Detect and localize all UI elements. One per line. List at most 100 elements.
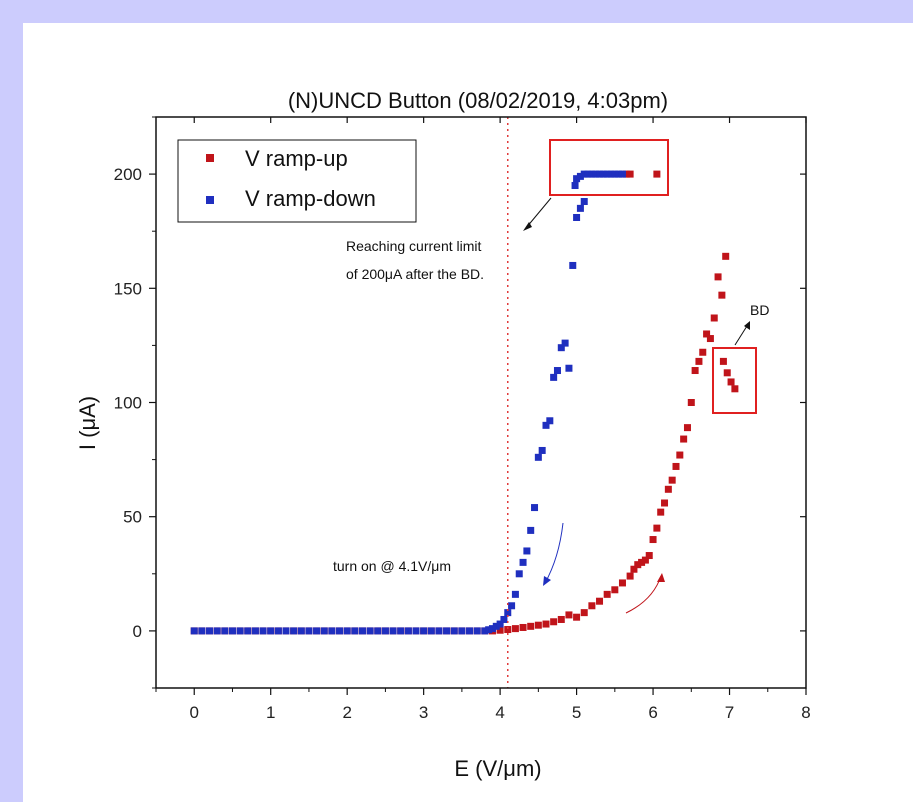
ramp-up-point (714, 273, 722, 281)
ramp-down-point (259, 627, 267, 635)
x-tick-label: 3 (419, 703, 428, 722)
ramp-up-point (722, 252, 730, 260)
ramp-down-point (228, 627, 236, 635)
ramp-down-point (221, 627, 229, 635)
ramp-up-point (511, 625, 519, 633)
ramp-down-point (511, 590, 519, 598)
ramp-down-point (542, 421, 550, 429)
ramp-down-point (297, 627, 305, 635)
ramp-up-point (596, 597, 604, 605)
ramp-down-point (290, 627, 298, 635)
ramp-up-point (630, 565, 638, 573)
ramp-down-point (267, 627, 275, 635)
ramp-down-point (508, 602, 516, 610)
annotation-turn-on: turn on @ 4.1V/μm (333, 558, 451, 574)
ramp-down-point (557, 344, 565, 352)
ramp-up-point (653, 524, 661, 532)
ramp-down-point (389, 627, 397, 635)
ramp-down-point (412, 627, 420, 635)
ramp-down-point (565, 364, 573, 372)
ramp-down-point (584, 170, 592, 178)
ramp-down-point (611, 170, 619, 178)
ramp-down-point (492, 622, 500, 630)
ramp-up-point (653, 170, 661, 178)
ramp-down-point (576, 172, 584, 180)
ramp-down-point (500, 615, 508, 623)
bd-highlight-box (712, 347, 757, 414)
ramp-down-point (443, 627, 451, 635)
ramp-down-point (599, 170, 607, 178)
ramp-down-point (576, 204, 584, 212)
ramp-down-point (485, 626, 493, 634)
chart-title: (N)UNCD Button (08/02/2019, 4:03pm) (288, 88, 668, 113)
ramp-down-point (328, 627, 336, 635)
ramp-down-point (190, 627, 198, 635)
y-axis-title: I (μA) (75, 396, 100, 450)
ramp-down-point (588, 170, 596, 178)
ramp-up-point (611, 586, 619, 594)
legend: V ramp-up V ramp-down (177, 139, 417, 223)
ramp-down-point (366, 627, 374, 635)
ramp-up-point (542, 620, 550, 628)
ramp-down-point (206, 627, 214, 635)
ramp-down-point (473, 627, 481, 635)
ramp-down-point (466, 627, 474, 635)
ramp-down-point (381, 627, 389, 635)
ramp-up-point (638, 558, 646, 566)
x-tick-label: 2 (342, 703, 351, 722)
ramp-down-point (519, 558, 527, 566)
ramp-up-point (710, 314, 718, 322)
ramp-down-point (488, 625, 496, 633)
ramp-up-point (504, 626, 512, 634)
ramp-down-point (553, 367, 561, 375)
ramp-down-point (496, 620, 504, 628)
ramp-up-point (527, 622, 535, 630)
ramp-up-point (687, 399, 695, 406)
ramp-down-point (336, 627, 344, 635)
ramp-up-point (641, 556, 649, 564)
ramp-up-point (661, 499, 669, 507)
ramp-up-point (588, 602, 596, 610)
ramp-up-point (695, 357, 703, 365)
annotation-current-limit-line1: Reaching current limit (346, 238, 481, 254)
ramp-up-point (573, 613, 581, 621)
ramp-down-point (527, 526, 535, 534)
ramp-up-direction-arrow (625, 575, 662, 614)
ramp-up-point (622, 170, 630, 178)
ramp-up-point (719, 357, 727, 365)
ramp-down-point (282, 627, 290, 635)
legend-swatch-ramp-down (206, 196, 214, 204)
chart-svg: (N)UNCD Button (08/02/2019, 4:03pm) 0 1 2 3… (75, 88, 811, 781)
ramp-up-point (645, 552, 653, 560)
ramp-down-point (523, 547, 531, 555)
ramp-down-point (596, 170, 604, 178)
y-tick-label: 150 (114, 279, 142, 298)
ramp-down-point (573, 213, 581, 221)
legend-label-ramp-up: V ramp-up (245, 146, 348, 171)
ramp-down-point (515, 570, 523, 578)
current-limit-arrowhead (523, 222, 532, 231)
ramp-down-point (251, 627, 259, 635)
ramp-down-point (274, 627, 282, 635)
y-tick-label: 50 (123, 508, 142, 527)
ramp-down-point (305, 627, 313, 635)
ramp-down-point (320, 627, 328, 635)
ramp-up-point (699, 348, 707, 356)
ticks-layer: 0 1 2 3 4 5 6 7 8 0 50 100 150 200 (114, 116, 811, 722)
ramp-up-point (603, 590, 611, 598)
x-tick-label: 6 (648, 703, 657, 722)
ramp-up-point (626, 170, 634, 178)
ramp-down-arrowhead (543, 576, 551, 586)
ramp-up-point (668, 476, 676, 484)
bd-arrow (734, 325, 748, 346)
legend-box (177, 139, 417, 223)
ramp-down-point (573, 175, 581, 183)
ramp-up-point (723, 369, 731, 377)
ramp-up-point (672, 462, 680, 470)
figure-panel: (N)UNCD Button (08/02/2019, 4:03pm) 0 1 2 3… (23, 23, 913, 802)
ramp-up-point (683, 424, 691, 432)
ramp-down-point (569, 261, 577, 269)
ramp-up-point (731, 385, 739, 393)
ramp-up-point (565, 611, 573, 619)
ramp-down-point (618, 170, 626, 178)
